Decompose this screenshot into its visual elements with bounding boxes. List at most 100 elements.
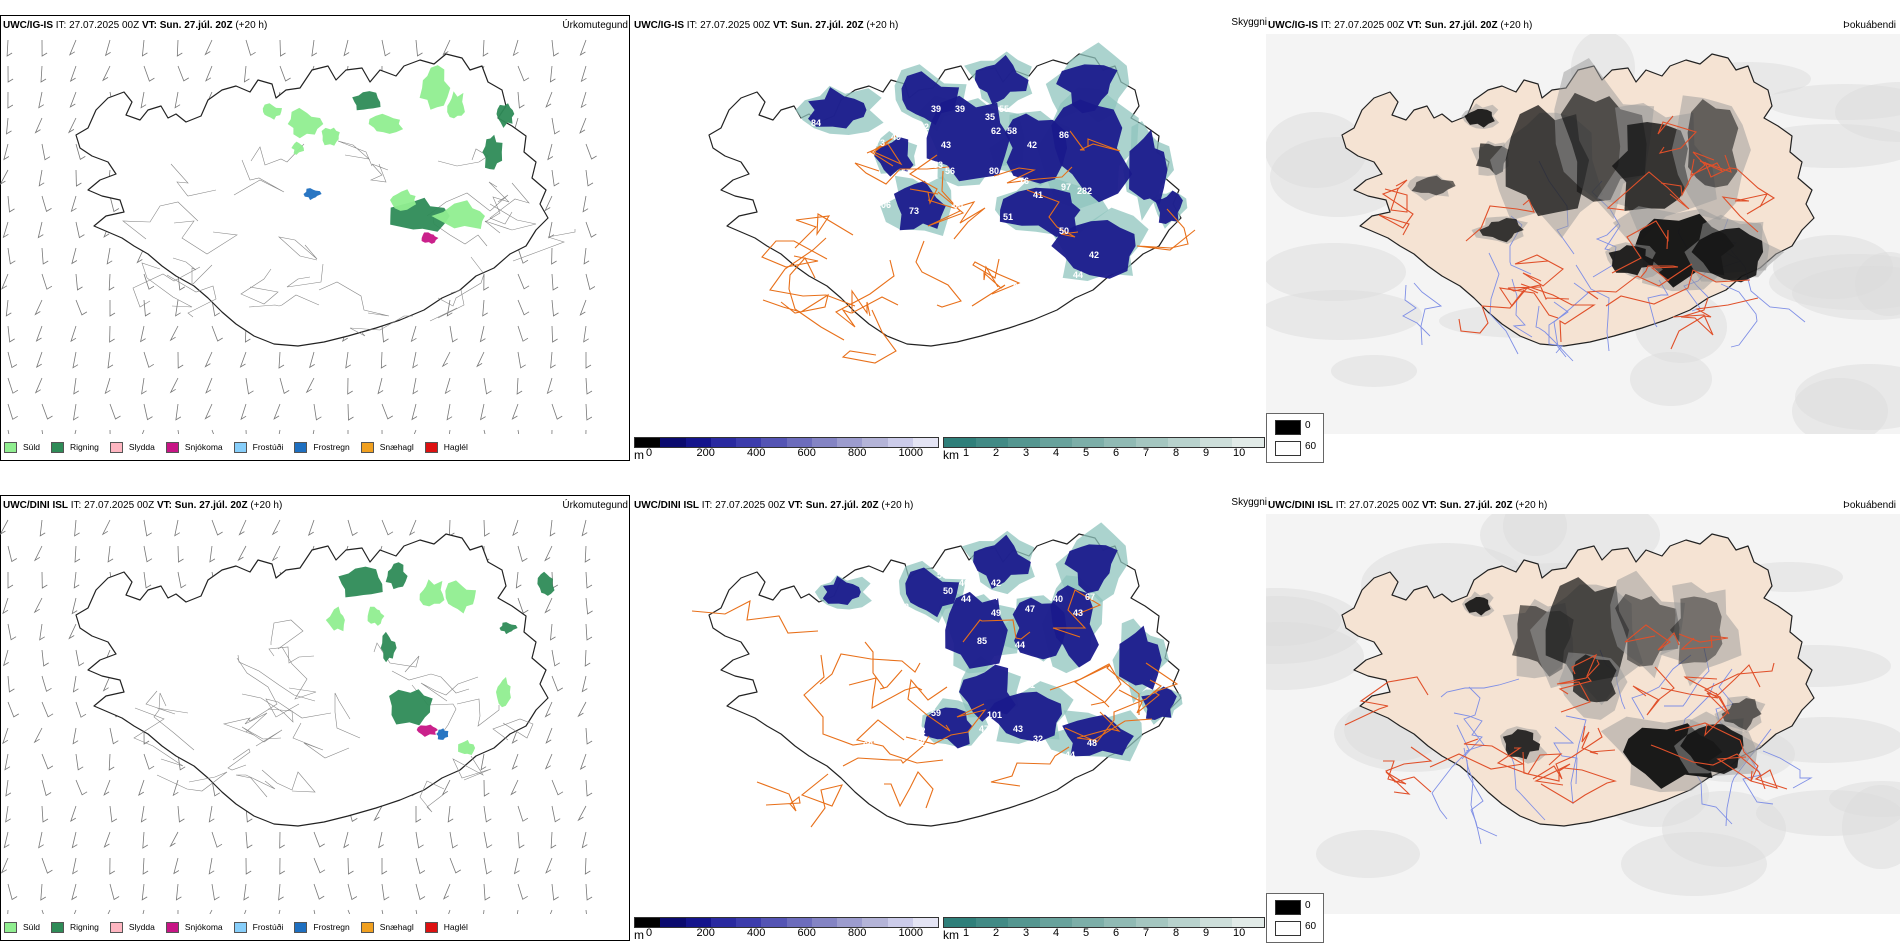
- cloud-base-value: 37: [997, 250, 1007, 260]
- visibility-panel: UWC/DINI ISL IT: 27.07.2025 00Z VT: Sun.…: [633, 480, 1267, 950]
- fog-legend-high-label: 60: [1305, 921, 1317, 932]
- precip-legend: Súld Rigning Slydda Snjókoma Frostúði Frostre…: [4, 440, 479, 454]
- legend-label: Snæhagl: [379, 922, 414, 932]
- lead-time: (+20 h): [1500, 20, 1533, 31]
- cloud-base-value: 53: [933, 160, 943, 170]
- cloud-base-value: 44: [1065, 750, 1075, 760]
- fog-map: [1266, 514, 1900, 914]
- legend-swatch: [424, 441, 438, 453]
- cloud-base-value: 282: [1077, 186, 1092, 196]
- visibility-colorbar-step: [1104, 438, 1136, 447]
- height-tick-label: 800: [848, 447, 867, 459]
- legend-label: Frostregn: [313, 442, 350, 452]
- legend-swatch: [360, 441, 374, 453]
- cloud-base-value: 84: [811, 118, 821, 128]
- cloud-base-value: 65: [953, 200, 963, 210]
- visibility-tick-label: 3: [1023, 447, 1030, 459]
- legend-swatch: [294, 441, 308, 453]
- visibility-colorbar-step: [1136, 918, 1168, 927]
- height-tick-label: 600: [797, 927, 816, 939]
- precip-legend-item: Frostregn: [294, 921, 350, 933]
- it-value: 27.07.2025 00Z: [69, 20, 140, 31]
- visibility-tick-label: 1: [963, 927, 970, 939]
- visibility-tick-label: 4: [1053, 927, 1060, 939]
- visibility-tick-label: 2: [993, 927, 1000, 939]
- height-colorbar-step: [710, 918, 736, 927]
- legend-swatch: [233, 921, 247, 933]
- cloud-base-value: 47: [979, 724, 989, 734]
- precip-legend-item: Snjókoma: [165, 441, 223, 453]
- cloud-base-value: 69: [967, 758, 977, 768]
- cloud-base-value: 50: [893, 620, 903, 630]
- height-colorbar-step: [660, 918, 686, 927]
- cloud-base-value: 44: [961, 594, 971, 604]
- cloud-base-value: 42: [1089, 250, 1099, 260]
- visibility-tick-label: 8: [1173, 927, 1180, 939]
- it-label: IT:: [1335, 500, 1347, 511]
- legend-swatch: [424, 921, 438, 933]
- height-colorbar-step: [887, 918, 913, 927]
- visibility-tick-label: 1: [963, 447, 970, 459]
- precip-legend: Súld Rigning Slydda Snjókoma Frostúði Frostre…: [4, 920, 479, 934]
- legend-swatch: [165, 441, 179, 453]
- roads: [1378, 115, 1776, 350]
- iceland-outline: [75, 53, 576, 347]
- fog-indicator-areas: [1462, 570, 1766, 793]
- fog-swatch-low: [1275, 420, 1301, 435]
- legend-label: Haglél: [443, 442, 468, 452]
- height-unit: m: [634, 448, 644, 462]
- visibility-colorbar-step: [1232, 918, 1264, 927]
- panel-frame: [0, 15, 630, 461]
- height-colorbar-step: [635, 438, 661, 447]
- precip-legend-item: Snæhagl: [360, 921, 414, 933]
- precip-areas: [262, 65, 515, 244]
- cloud-base-value: 43: [975, 242, 985, 252]
- cloud-base-value: 62: [947, 672, 957, 682]
- vt-value: Sun. 27.júl. 20Z: [1424, 20, 1498, 31]
- visibility-panel: UWC/IG-IS IT: 27.07.2025 00Z VT: Sun. 27…: [633, 0, 1267, 470]
- cloud-base-value: 42: [1027, 140, 1037, 150]
- visibility-colorbar-step: [1136, 438, 1168, 447]
- cloud-base-value: 56: [937, 570, 947, 580]
- cloud-base-value: 73: [909, 206, 919, 216]
- legend-label: Súld: [23, 922, 41, 932]
- visibility-colorbar-step: [976, 918, 1008, 927]
- fog-legend: 0 60: [1266, 413, 1324, 463]
- legend-swatch: [165, 921, 179, 933]
- vt-value: Sun. 27.júl. 20Z: [159, 20, 233, 31]
- visibility-colorbar: km 1 2 3 4 5 6 7 8 9 10: [943, 437, 1265, 462]
- it-label: IT:: [70, 500, 82, 511]
- fog-indicator-areas: [1407, 58, 1785, 292]
- vt-label: VT:: [141, 20, 157, 31]
- it-label: IT:: [1320, 20, 1332, 31]
- height-colorbar: m 0 200 400 600 800 1000: [634, 917, 944, 942]
- cloud-base-value: 59: [909, 636, 919, 646]
- visibility-tick-label: 10: [1233, 927, 1246, 939]
- height-colorbar-step: [837, 438, 863, 447]
- legend-label: Slydda: [128, 922, 155, 932]
- visibility-tick-label: 7: [1143, 927, 1150, 939]
- visibility-colorbar-step: [1200, 438, 1232, 447]
- height-tick-label: 1000: [898, 927, 923, 939]
- cloud-base-value: 54: [893, 230, 903, 240]
- legend-label: Snjókoma: [184, 922, 223, 932]
- legend-label: Frostregn: [313, 922, 350, 932]
- cloud-base-value: 50: [881, 244, 891, 254]
- visibility-tick-label: 5: [1083, 927, 1090, 939]
- fog-panel: UWC/IG-IS IT: 27.07.2025 00Z VT: Sun. 27…: [1266, 0, 1900, 470]
- legend-swatch: [233, 441, 247, 453]
- legend-label: Snjókoma: [184, 442, 223, 452]
- panel-label-precip-type: Úrkomutegund: [562, 500, 628, 511]
- height-colorbar-step: [837, 918, 863, 927]
- iceland-outline: [1341, 53, 1815, 362]
- visibility-tick-label: 10: [1233, 447, 1246, 459]
- cloud-base-value: 47: [1025, 604, 1035, 614]
- cloud-base-value: 60: [863, 740, 873, 750]
- cloud-base-value: 42: [991, 578, 1001, 588]
- cloud-base-value: 100: [1013, 774, 1028, 784]
- height-tick-label: 800: [848, 927, 867, 939]
- cloud-base-value: 48: [927, 654, 937, 664]
- fog-swatch-high: [1275, 921, 1301, 936]
- height-colorbar-step: [862, 918, 888, 927]
